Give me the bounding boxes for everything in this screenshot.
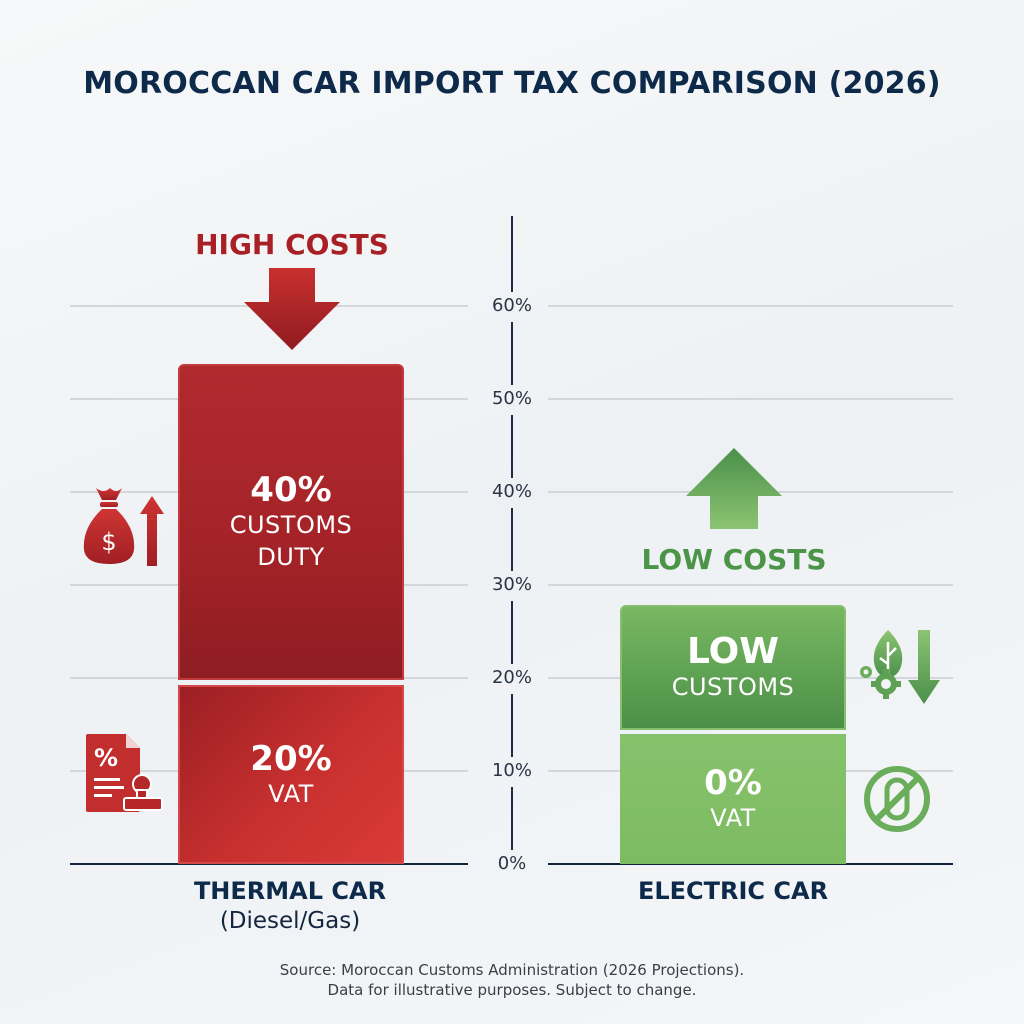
svg-text:%: %: [94, 744, 118, 772]
low-costs-label: LOW COSTS: [641, 543, 827, 576]
thermal-customs-label-1: CUSTOMS: [229, 511, 353, 539]
source-line-2: Data for illustrative purposes. Subject …: [327, 981, 697, 999]
source-line-1: Source: Moroccan Customs Administration …: [279, 961, 745, 979]
thermal-vat-value: 20%: [250, 738, 332, 779]
thermal-subcategory: (Diesel/Gas): [219, 908, 361, 934]
electric-customs-value: LOW: [687, 630, 779, 672]
y-tick-30: 30%: [491, 574, 532, 595]
thermal-customs-label-2: DUTY: [257, 543, 325, 571]
no-tax-icon: [864, 766, 930, 832]
y-tick-60: 60%: [491, 295, 532, 316]
thermal-vat-bar: 20% VAT: [178, 685, 404, 864]
thermal-category-label: THERMAL CAR (Diesel/Gas): [140, 876, 440, 936]
electric-category: ELECTRIC CAR: [637, 877, 829, 905]
electric-customs-label: CUSTOMS: [671, 672, 795, 701]
arrow-down-icon: [244, 268, 340, 350]
electric-customs-bar: LOW CUSTOMS: [620, 605, 846, 730]
thermal-category: THERMAL CAR: [193, 877, 387, 905]
leaf-gear-arrow-down-icon: [860, 630, 940, 704]
thermal-vat-label: VAT: [268, 779, 314, 808]
high-costs-label: HIGH COSTS: [195, 228, 389, 261]
y-tick-40: 40%: [491, 481, 532, 502]
money-bag-arrow-up-icon: $: [83, 488, 164, 566]
thermal-customs-value: 40%: [250, 470, 332, 510]
svg-text:$: $: [101, 528, 116, 556]
tax-document-stamp-icon: %: [86, 734, 163, 812]
electric-vat-label: VAT: [710, 804, 756, 832]
electric-category-label: ELECTRIC CAR: [583, 876, 883, 906]
electric-vat-bar: 0% VAT: [620, 734, 846, 864]
source-note: Source: Moroccan Customs Administration …: [0, 960, 1024, 1000]
y-tick-50: 50%: [491, 388, 532, 409]
y-tick-20: 20%: [491, 667, 532, 688]
electric-vat-value: 0%: [704, 763, 762, 803]
arrow-up-icon: [686, 448, 782, 529]
thermal-customs-bar: 40% CUSTOMS DUTY: [178, 364, 404, 680]
chart-title: MOROCCAN CAR IMPORT TAX COMPARISON (2026…: [83, 66, 941, 101]
y-tick-0: 0%: [497, 853, 527, 874]
y-tick-10: 10%: [491, 760, 532, 781]
